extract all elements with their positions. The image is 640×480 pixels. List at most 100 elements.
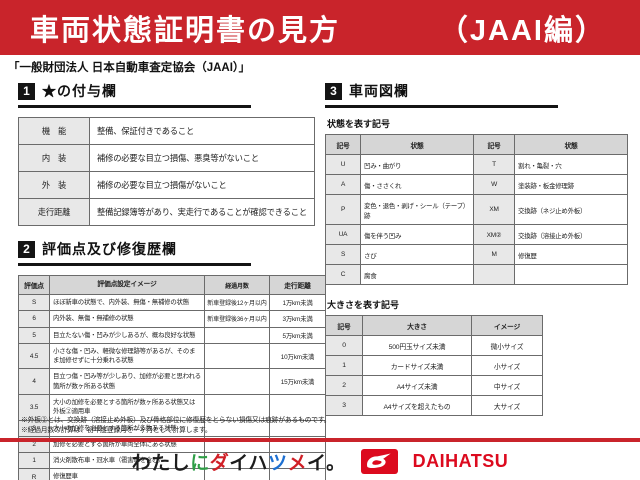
slogan-char: ハ — [248, 452, 268, 474]
image-desc-cell: 小さな傷・凹み、軽微な修理跡等があるが、そのまま加修せずに十分乗れる状態 — [49, 342, 205, 370]
section-diagram-title: 車両図欄 — [349, 83, 409, 99]
size-cell: 500円玉サイズ未満 — [362, 335, 472, 356]
months-cell: 新車登録後36ヶ月以内 — [204, 310, 270, 328]
slogan-char: ダ — [209, 452, 230, 474]
star-criteria-body: 機 能 整備、保証付きであること 内 装 補修の必要な目立つ損傷、悪臭等がないこ… — [18, 117, 315, 226]
size-table-body: 0 500円玉サイズ未満 微小サイズ 1 カードサイズ未満 小サイズ 2 A4サ… — [325, 335, 543, 416]
criteria-label-cell: 機 能 — [18, 117, 90, 145]
months-cell — [204, 342, 270, 370]
size-symbols-label: 大きさを表す記号 — [327, 300, 400, 310]
evaluation-table-head: 評価点 評価点設定イメージ 経過月数 走行距離 — [18, 275, 326, 295]
section-number-badge: 3 — [325, 82, 342, 100]
col-header-symbol-2: 記号 — [473, 134, 515, 155]
table-row: 0 500円玉サイズ未満 微小サイズ — [325, 335, 543, 356]
symbol-cell: U — [325, 154, 361, 175]
symbol-cell: 2 — [325, 375, 363, 396]
size-cell: カードサイズ未満 — [362, 355, 472, 376]
col-header-image: 評価点設定イメージ — [49, 275, 205, 295]
size-symbols-table: 記号 大きさ イメージ 0 500円玉サイズ未満 微小サイズ 1 カードサイズ未 — [325, 315, 543, 416]
table-row: 6 内外装、無傷・無補修の状態 新車登録後36ヶ月以内 3万km未満 — [18, 310, 326, 328]
symbol-cell: 3 — [325, 395, 363, 416]
symbol-cell: XM② — [473, 224, 515, 245]
months-cell — [204, 326, 270, 344]
symbol-cell: UA — [325, 224, 361, 245]
table-row: C 腐食 — [325, 264, 628, 285]
col-header-state: 状態 — [360, 134, 474, 155]
evaluation-table: 評価点 評価点設定イメージ 経過月数 走行距離 S ほぼ新車の状態で、内外装、無… — [18, 275, 326, 480]
col-header-symbol: 記号 — [325, 315, 363, 336]
col-header-months: 経過月数 — [204, 275, 270, 295]
state-cell: 塗装跡・板金修理跡 — [514, 174, 628, 195]
slogan-char: 。 — [326, 452, 346, 474]
criteria-desc-cell: 整備、保証付きであること — [89, 117, 315, 145]
size-image-cell: 中サイズ — [471, 375, 543, 396]
symbol-cell: XM — [473, 194, 515, 225]
distance-cell — [269, 468, 326, 480]
score-cell: S — [18, 293, 50, 312]
symbol-cell: M — [473, 244, 515, 265]
months-cell — [204, 393, 270, 421]
section-star-heading: 1 ★の付与欄 — [18, 81, 251, 108]
table-header-row: 記号 大きさ イメージ — [325, 315, 543, 336]
size-image-cell: 小サイズ — [471, 355, 543, 376]
slogan-char: わ — [131, 452, 152, 474]
table-row: 5 目立たない傷・凹みが少しあるが、概ね良好な状態 5万km未満 — [18, 326, 326, 344]
slogan-char: メ — [287, 452, 307, 474]
slogan-char: ツ — [267, 452, 288, 474]
col-header-symbol: 記号 — [325, 134, 361, 155]
table-header-row: 記号 状態 記号 状態 — [325, 134, 628, 155]
footer-brand-area: わたしにダイハツメイ。 DAIHATSU — [0, 446, 640, 476]
table-row: 3.5 大小の加修を必要とする箇所が数ヶ所ある状態又は外板②適用車 — [18, 393, 326, 421]
slogan-char: に — [190, 452, 210, 474]
evaluation-table-body: S ほぼ新車の状態で、内外装、無傷・無補修の状態 新車登録後12ヶ月以内 1万k… — [18, 293, 326, 480]
page-title-edition: （JAAI編） — [438, 14, 606, 47]
distance-cell: 5万km未満 — [269, 326, 326, 344]
symbol-cell: T — [473, 154, 515, 175]
symbol-cell: A — [325, 174, 361, 195]
col-header-size: 大きさ — [362, 315, 472, 336]
table-row: A 傷・ささくれ W 塗装跡・板金修理跡 — [325, 174, 628, 195]
state-cell: 修復歴 — [514, 244, 628, 265]
months-cell: 新車登録後12ヶ月以内 — [204, 293, 270, 312]
section-eval-heading: 2 評価点及び修復歴欄 — [18, 239, 251, 266]
table-row: R 修復歴車 — [18, 468, 326, 480]
daihatsu-d-mark-icon — [367, 453, 391, 469]
slogan-char: イ — [306, 452, 327, 474]
criteria-label-cell: 外 装 — [18, 171, 90, 199]
symbol-cell: 1 — [325, 355, 363, 376]
image-desc-cell: 目立たない傷・凹みが少しあるが、概ね良好な状態 — [49, 326, 205, 344]
table-row: 4 目立つ傷・凹み等が少しあり、加修が必要と思われる箇所が数ヶ所ある状態 15万… — [18, 368, 326, 395]
table-row: 走行距離 整備記録簿等があり、実走行であることが確認できること — [18, 198, 315, 226]
condition-symbols-table: 記号 状態 記号 状態 U 凹み・曲がり T 割れ・亀裂・穴 — [325, 134, 628, 285]
table-row: 内 装 補修の必要な目立つ損傷、悪臭等がないこと — [18, 144, 315, 172]
state-cell: 傷・ささくれ — [360, 174, 474, 195]
criteria-desc-cell: 補修の必要な目立つ損傷、悪臭等がないこと — [89, 144, 315, 172]
size-image-cell: 微小サイズ — [471, 335, 543, 356]
section-number-badge: 2 — [18, 240, 35, 258]
section-star-title: ★の付与欄 — [42, 83, 117, 99]
slogan-char: た — [151, 452, 171, 474]
distance-cell: 3万km未満 — [269, 310, 326, 328]
size-table-head: 記号 大きさ イメージ — [325, 315, 543, 336]
section-number-badge: 1 — [18, 82, 35, 100]
size-cell: A4サイズ未満 — [362, 375, 472, 396]
page-title: 車両状態証明書の見方 — [30, 14, 341, 47]
state-cell: 凹み・曲がり — [360, 154, 474, 175]
daihatsu-logo-icon — [360, 448, 398, 474]
criteria-label-cell: 内 装 — [18, 144, 90, 172]
table-row: S さび M 修復歴 — [325, 244, 628, 265]
footnotes: ※外板②とは、交換跡（溶接止め外板）及び骨格部位に修復歴をとらない損傷又は痕跡が… — [21, 416, 331, 436]
symbol-cell: 0 — [325, 335, 363, 356]
daihatsu-wordmark: DAIHATSU — [412, 450, 509, 471]
image-desc-cell: 内外装、無傷・無補修の状態 — [49, 310, 205, 328]
star-criteria-table: 機 能 整備、保証付きであること 内 装 補修の必要な目立つ損傷、悪臭等がないこ… — [18, 117, 315, 226]
symbol-cell — [473, 264, 515, 285]
state-cell: 交換跡（溶接止め外板） — [514, 224, 628, 245]
distance-cell: 15万km未満 — [269, 368, 326, 395]
condition-symbols-label: 状態を表す記号 — [327, 119, 391, 129]
condition-table-head: 記号 状態 記号 状態 — [325, 134, 628, 155]
table-row: U 凹み・曲がり T 割れ・亀裂・穴 — [325, 154, 628, 175]
score-cell: 3 — [18, 419, 50, 437]
slogan-char: し — [170, 452, 191, 474]
